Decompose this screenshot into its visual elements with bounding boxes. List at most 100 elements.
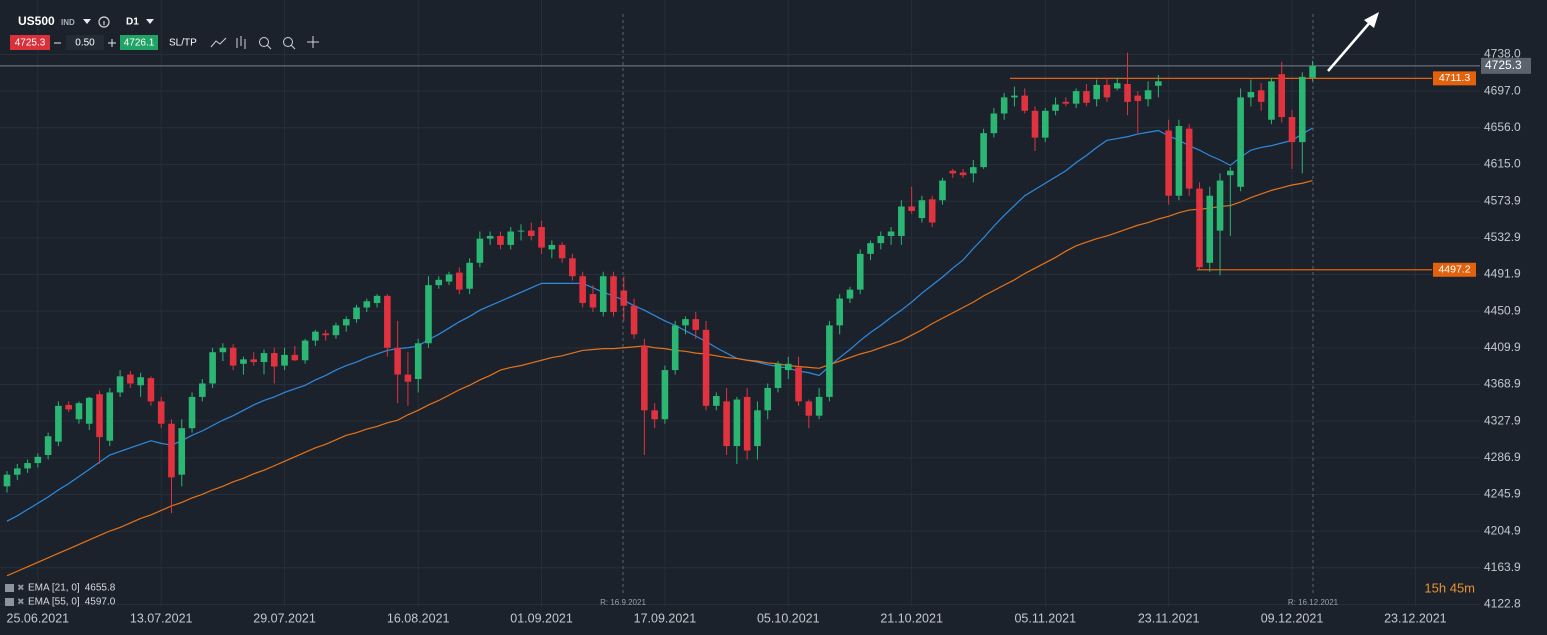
- ask-price: 4726.1: [124, 38, 155, 49]
- level-tag: [1433, 262, 1476, 277]
- x-tick-label: 16.08.2021: [387, 611, 450, 625]
- candle-body: [1041, 110, 1049, 138]
- candle-body: [486, 235, 494, 239]
- candle-body: [867, 243, 874, 254]
- candle-body: [548, 244, 556, 250]
- candle-body: [55, 405, 62, 442]
- info-icon[interactable]: [98, 16, 110, 28]
- candle-body: [784, 363, 792, 371]
- y-tick-label: 4450.9: [1484, 303, 1521, 317]
- candle-body: [85, 397, 93, 424]
- candle-body: [1062, 101, 1070, 104]
- legend-close[interactable]: ✖: [17, 582, 25, 592]
- dropdown-icon[interactable]: [83, 19, 91, 24]
- candle-body: [970, 167, 977, 174]
- candle-body: [209, 352, 216, 384]
- candle-body: [908, 206, 915, 211]
- y-tick-label: 4491.9: [1484, 267, 1521, 281]
- candle-body: [1227, 170, 1234, 176]
- candle-body: [168, 423, 175, 478]
- y-tick-label: 4738.0: [1484, 47, 1521, 61]
- candle-body: [630, 305, 638, 335]
- candle-body: [1309, 65, 1316, 78]
- overlay: 4738.0 4697.0 4656.0 4615.0 4573.9 4532.9 4491…: [5, 47, 1531, 625]
- candle-body: [456, 272, 463, 290]
- candle-body: [137, 377, 144, 386]
- candle-body: [497, 235, 504, 245]
- plot: [3, 52, 1432, 577]
- candle-body: [301, 340, 309, 361]
- candle-body: [1021, 95, 1029, 111]
- candle-body: [538, 227, 545, 248]
- candle-body: [425, 285, 432, 344]
- candle-body: [980, 133, 987, 168]
- legend-close[interactable]: ✖: [17, 596, 25, 606]
- candle-body: [702, 329, 710, 406]
- candle-body: [188, 396, 196, 429]
- indicator-icon[interactable]: [236, 36, 246, 49]
- candle-body: [517, 230, 525, 232]
- candle-body: [1247, 92, 1255, 98]
- candle-body: [1052, 104, 1059, 111]
- candle-body: [435, 279, 443, 286]
- candle-body: [1155, 81, 1162, 86]
- move-icon[interactable]: [307, 36, 319, 48]
- zoom-out-handle: [266, 44, 272, 50]
- candle-body: [240, 359, 247, 364]
- level-label: 4711.3: [1439, 72, 1470, 84]
- symbol[interactable]: US500: [18, 14, 55, 28]
- x-tick-label: 23.12.2021: [1384, 611, 1447, 625]
- ask-box[interactable]: [120, 35, 158, 50]
- candle-body: [199, 383, 206, 397]
- y-tick-label: 4573.9: [1484, 193, 1521, 207]
- x-tick-label: 29.07.2021: [253, 611, 316, 625]
- plus-button[interactable]: [108, 39, 116, 47]
- candle-body: [826, 325, 833, 397]
- candle-body: [1093, 84, 1100, 100]
- x-tick-label: 05.11.2021: [1014, 611, 1076, 625]
- sltp-button[interactable]: SL/TP: [169, 38, 197, 49]
- candle-body: [579, 276, 586, 304]
- y-tick-label: 4409.9: [1484, 340, 1521, 354]
- level-label: 4497.2: [1438, 264, 1470, 276]
- candle-body: [692, 319, 700, 330]
- candle-body: [219, 347, 227, 353]
- bid-box[interactable]: [10, 35, 50, 50]
- spread: 0.50: [75, 38, 95, 49]
- dropdown-icon[interactable]: [146, 19, 154, 24]
- candle-body: [1103, 84, 1111, 98]
- candle-body: [1124, 83, 1131, 102]
- candle-body: [877, 235, 885, 244]
- y-tick-label: 4122.8: [1484, 597, 1521, 611]
- replay-label: R: 16.12.2021: [1288, 598, 1339, 607]
- candle-body: [1237, 97, 1244, 187]
- countdown: 15h 45m: [1424, 580, 1475, 595]
- legend-name: EMA [21, 0]: [28, 583, 80, 594]
- candle-body: [65, 404, 72, 410]
- candle-body: [260, 353, 268, 363]
- timeframe[interactable]: D1: [126, 17, 139, 28]
- candle-body: [1134, 95, 1142, 101]
- x-tick-label: 21.10.2021: [880, 611, 943, 625]
- candle-body: [96, 394, 103, 438]
- candle-body: [1083, 91, 1090, 103]
- candle-body: [641, 345, 648, 411]
- x-tick-label: 23.11.2021: [1138, 611, 1200, 625]
- candle-body: [312, 331, 319, 341]
- candle-body: [589, 294, 597, 308]
- zoom-in-icon[interactable]: [283, 37, 293, 47]
- candle-body: [661, 370, 669, 420]
- y-tick-label: 4656.0: [1484, 120, 1521, 134]
- candle-body: [1165, 130, 1172, 196]
- candle-body: [342, 319, 350, 326]
- candle-body: [898, 206, 905, 236]
- candle-body: [733, 399, 741, 447]
- candle-body: [959, 172, 967, 176]
- candle-body: [75, 403, 83, 420]
- candle-body: [527, 230, 535, 236]
- candle-body: [13, 468, 21, 475]
- zoom-out-icon[interactable]: [259, 37, 269, 47]
- line-tool-icon[interactable]: [210, 37, 227, 48]
- candle-body: [384, 295, 391, 348]
- candle-body: [887, 231, 895, 236]
